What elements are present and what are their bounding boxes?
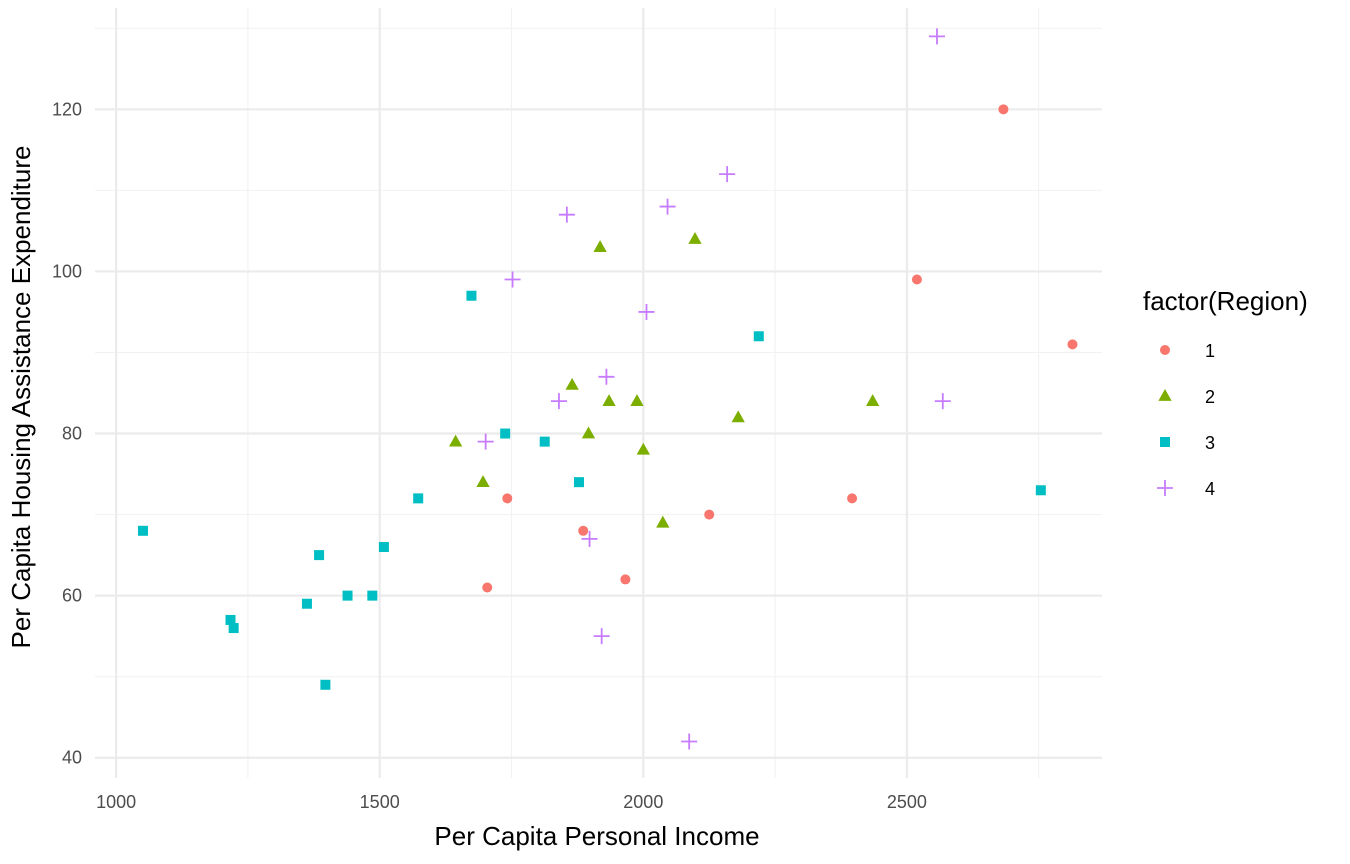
legend-key-3: [1160, 437, 1170, 447]
data-point-region-4: [681, 733, 698, 750]
data-point-region-1: [620, 574, 631, 585]
data-point-region-4: [558, 206, 575, 223]
data-point-region-3: [378, 542, 389, 552]
legend-label-2: 2: [1205, 387, 1215, 407]
x-tick-label: 2500: [887, 792, 927, 812]
data-point-region-4: [934, 393, 951, 410]
data-point-region-3: [314, 550, 325, 561]
data-point-region-1: [704, 509, 715, 520]
y-tick-label: 80: [62, 424, 82, 444]
legend-label-3: 3: [1205, 433, 1215, 453]
y-axis-title: Per Capita Housing Assistance Expenditur…: [6, 146, 36, 649]
data-point-region-3: [753, 331, 764, 342]
data-point-region-3: [466, 290, 477, 301]
data-point-region-4: [638, 303, 655, 320]
data-point-region-1: [482, 582, 493, 593]
data-point-region-2: [476, 475, 490, 488]
data-point-region-3: [573, 477, 584, 488]
data-point-region-1: [578, 525, 589, 536]
legend-label-1: 1: [1205, 341, 1215, 361]
data-point-region-4: [659, 198, 676, 215]
data-point-region-3: [301, 598, 312, 609]
axis-tick-labels: 1000 1500 2000 2500 40 60 80 100 120: [52, 99, 927, 812]
data-point-region-3: [367, 590, 378, 601]
legend-title: factor(Region): [1143, 286, 1308, 316]
data-point-region-3: [539, 436, 550, 447]
data-point-region-4: [598, 368, 615, 385]
data-points: [137, 28, 1078, 750]
data-point-region-2: [630, 394, 644, 407]
data-point-region-4: [593, 628, 610, 645]
data-point-region-3: [228, 623, 239, 634]
data-point-region-3: [500, 428, 511, 439]
legend-key-2: [1158, 389, 1172, 401]
x-tick-label: 1000: [96, 792, 136, 812]
data-point-region-4: [504, 271, 521, 288]
data-point-region-2: [602, 394, 616, 407]
data-point-region-3: [320, 679, 331, 690]
data-point-region-3: [342, 590, 353, 601]
data-point-region-2: [731, 410, 745, 423]
data-point-region-2: [656, 515, 670, 528]
data-point-region-4: [550, 393, 567, 410]
legend: factor(Region) 1 2 3 4: [1143, 286, 1308, 499]
x-tick-label: 1500: [360, 792, 400, 812]
data-point-region-1: [998, 104, 1009, 115]
data-point-region-4: [581, 530, 598, 547]
data-point-region-2: [448, 434, 463, 447]
y-tick-label: 100: [52, 261, 82, 281]
data-point-region-2: [636, 442, 650, 455]
data-point-region-4: [928, 28, 945, 45]
data-point-region-2: [581, 426, 596, 439]
x-axis-title: Per Capita Personal Income: [434, 821, 759, 851]
data-point-region-2: [866, 394, 880, 407]
data-point-region-4: [477, 433, 494, 450]
data-point-region-1: [1067, 339, 1078, 350]
data-point-region-2: [688, 232, 702, 244]
data-point-region-3: [137, 525, 148, 536]
data-point-region-1: [911, 274, 922, 285]
legend-key-1: [1160, 345, 1170, 355]
data-point-region-1: [847, 493, 858, 504]
data-point-region-3: [1035, 485, 1046, 496]
y-tick-label: 40: [62, 748, 82, 768]
y-tick-label: 120: [52, 99, 82, 119]
data-point-region-3: [225, 614, 236, 625]
legend-label-4: 4: [1205, 479, 1215, 499]
data-point-region-4: [719, 166, 736, 183]
grid-lines: [95, 8, 1102, 778]
data-point-region-2: [565, 377, 579, 390]
x-tick-label: 2000: [623, 792, 663, 812]
y-tick-label: 60: [62, 586, 82, 606]
data-point-region-2: [593, 240, 607, 253]
data-point-region-1: [502, 493, 513, 504]
data-point-region-3: [413, 493, 424, 504]
legend-key-4: [1157, 480, 1173, 496]
